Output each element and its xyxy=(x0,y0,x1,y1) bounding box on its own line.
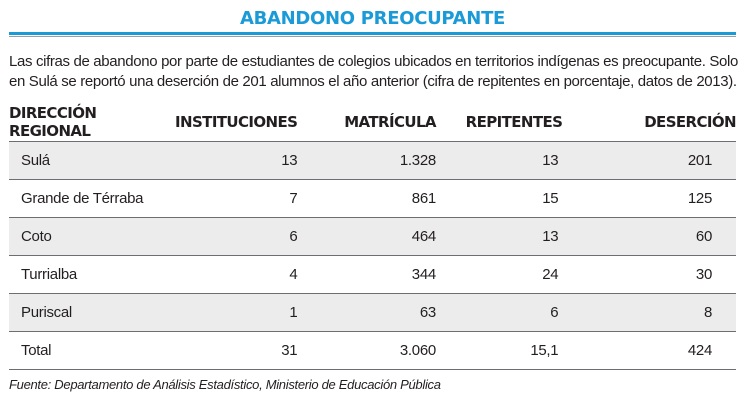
cell-repitentes: 6 xyxy=(435,293,563,332)
cell-desercion: 125 xyxy=(562,179,736,218)
cell-instituciones: 31 xyxy=(175,331,298,370)
title-rule xyxy=(9,32,736,35)
cell-desercion: 60 xyxy=(562,217,736,256)
header-matricula: MATRÍCULA xyxy=(344,113,436,131)
table-row: Puriscal 1 63 6 8 xyxy=(9,293,736,332)
header-direccion-regional: DIRECCIÓN REGIONAL xyxy=(9,104,97,140)
table-row: Sulá 13 1.328 13 201 xyxy=(9,141,736,180)
source-note: Fuente: Departamento de Análisis Estadís… xyxy=(9,377,441,392)
cell-instituciones: 7 xyxy=(175,179,298,218)
cell-repitentes: 13 xyxy=(435,217,563,256)
data-table: DIRECCIÓN REGIONAL INSTITUCIONES MATRÍCU… xyxy=(9,103,737,370)
cell-region: Coto xyxy=(9,217,176,256)
table-row-total: Total 31 3.060 15,1 424 xyxy=(9,331,736,370)
table-row: Grande de Térraba 7 861 15 125 xyxy=(9,179,736,218)
cell-region: Turrialba xyxy=(9,255,176,294)
cell-region: Total xyxy=(9,331,176,370)
title-rule-thin xyxy=(9,36,736,37)
cell-desercion: 201 xyxy=(562,141,736,180)
cell-region: Grande de Térraba xyxy=(9,179,176,218)
cell-matricula: 1.328 xyxy=(297,141,436,180)
cell-instituciones: 6 xyxy=(175,217,298,256)
cell-matricula: 861 xyxy=(297,179,436,218)
cell-repitentes: 15,1 xyxy=(435,331,563,370)
table-header-row: DIRECCIÓN REGIONAL INSTITUCIONES MATRÍCU… xyxy=(9,103,737,142)
cell-desercion: 424 xyxy=(562,331,736,370)
table-row: Coto 6 464 13 60 xyxy=(9,217,736,256)
cell-instituciones: 13 xyxy=(175,141,298,180)
header-instituciones: INSTITUCIONES xyxy=(175,113,298,131)
table-row: Turrialba 4 344 24 30 xyxy=(9,255,736,294)
cell-region: Puriscal xyxy=(9,293,176,332)
header-desercion: DESERCIÓN xyxy=(644,113,736,131)
cell-matricula: 63 xyxy=(297,293,436,332)
cell-desercion: 8 xyxy=(562,293,736,332)
header-repitentes: REPITENTES xyxy=(465,113,563,131)
cell-repitentes: 15 xyxy=(435,179,563,218)
cell-matricula: 464 xyxy=(297,217,436,256)
cell-region: Sulá xyxy=(9,141,176,180)
cell-desercion: 30 xyxy=(562,255,736,294)
cell-repitentes: 13 xyxy=(435,141,563,180)
intro-paragraph: Las cifras de abandono por parte de estu… xyxy=(9,53,738,90)
cell-instituciones: 4 xyxy=(175,255,298,294)
cell-matricula: 3.060 xyxy=(297,331,436,370)
cell-repitentes: 24 xyxy=(435,255,563,294)
cell-matricula: 344 xyxy=(297,255,436,294)
page-title: ABANDONO PREOCUPANTE xyxy=(239,8,506,29)
cell-instituciones: 1 xyxy=(175,293,298,332)
